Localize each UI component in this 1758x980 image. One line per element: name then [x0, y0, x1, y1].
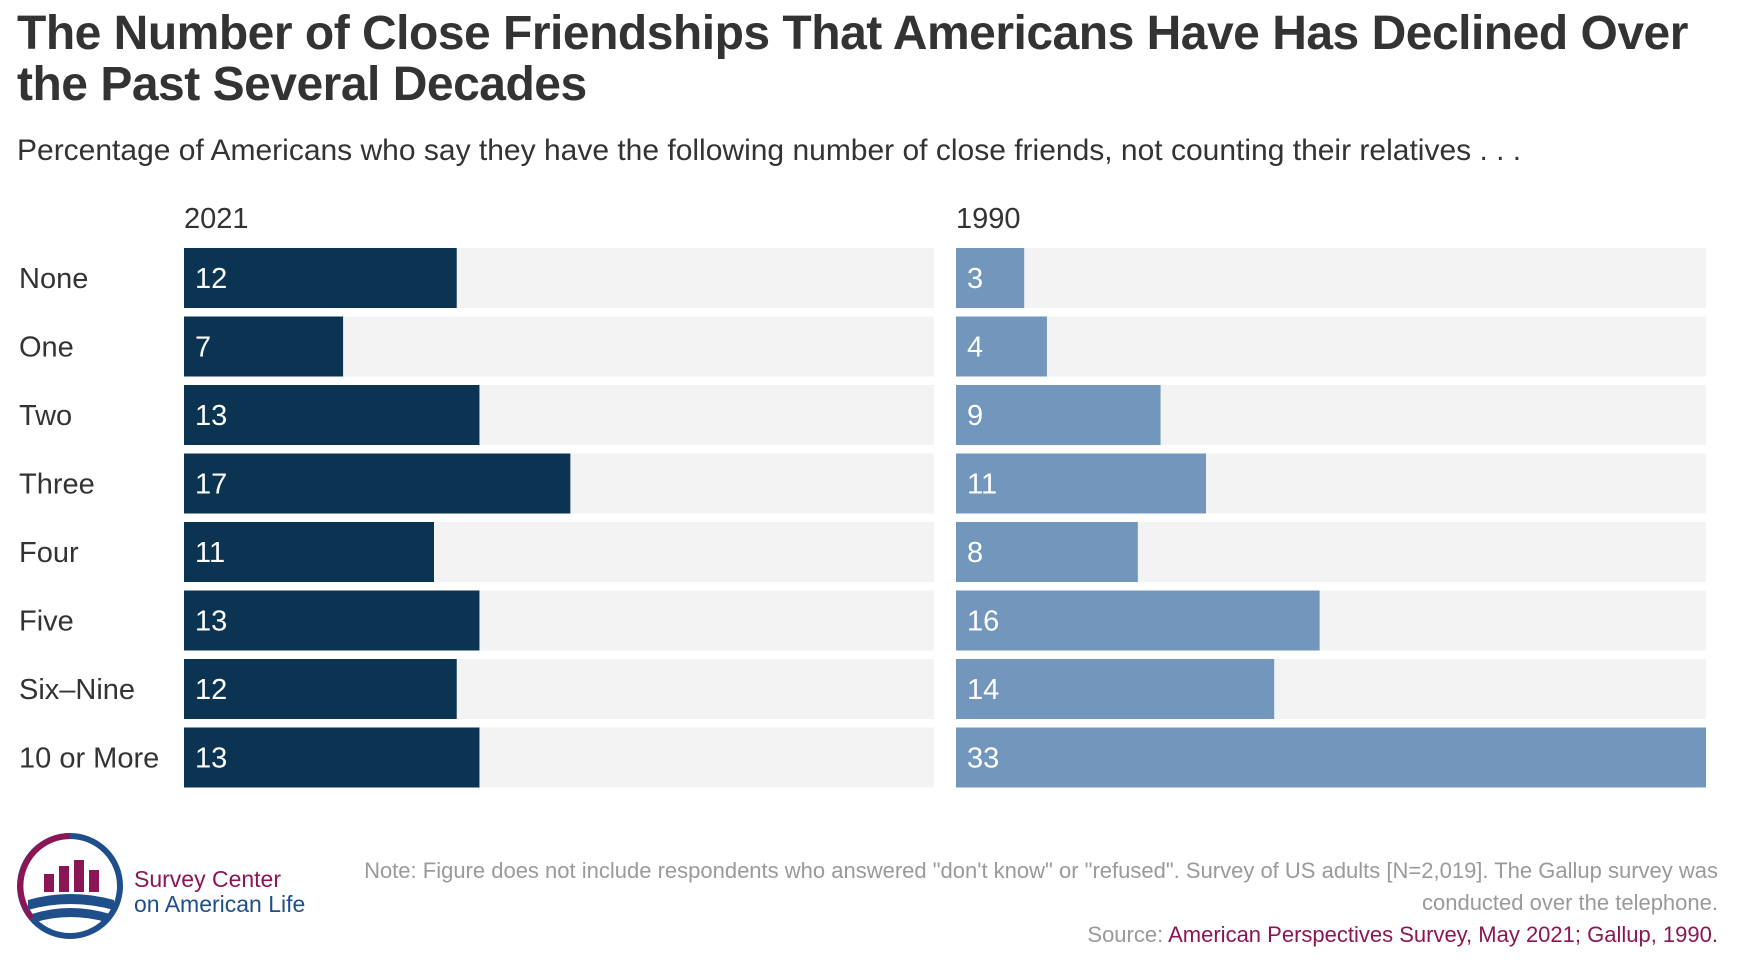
survey-center-logo-icon — [17, 833, 123, 939]
chart-title: The Number of Close Friendships That Ame… — [17, 7, 1688, 111]
logo-wordmark: Survey Center on American Life — [134, 867, 305, 917]
bar-track — [956, 316, 1706, 377]
bar-1990 — [956, 316, 1047, 377]
bar-value-label: 13 — [195, 743, 227, 775]
bar-1990 — [956, 522, 1138, 582]
source-label: Source: — [1087, 922, 1164, 947]
bar-2021 — [184, 385, 480, 445]
bar-value-label: 3 — [967, 263, 983, 295]
source-line: Source: American Perspectives Survey, Ma… — [358, 919, 1718, 951]
category-label: None — [19, 263, 88, 295]
bar-1990 — [956, 727, 1706, 788]
bar-value-label: 4 — [967, 332, 983, 364]
bar-value-label: 8 — [967, 537, 983, 569]
source-link[interactable]: American Perspectives Survey, May 2021; … — [1168, 922, 1718, 947]
footnote: Note: Figure does not include respondent… — [358, 855, 1718, 951]
chart-subtitle: Percentage of Americans who say they hav… — [17, 134, 1522, 167]
panel-header-2021: 2021 — [184, 203, 249, 235]
bar-1990 — [956, 659, 1275, 719]
bar-value-label: 14 — [967, 674, 999, 706]
bar-value-label: 16 — [967, 606, 999, 638]
bar-value-label: 11 — [967, 469, 997, 501]
bar-value-label: 13 — [195, 400, 227, 432]
bar-value-label: 11 — [195, 537, 225, 569]
logo-line2: on American Life — [134, 891, 306, 917]
bar-value-label: 33 — [967, 743, 999, 775]
bar-2021 — [184, 727, 480, 788]
bar-chart: None One Two Three Four Five Six–Nine 10 or Mor… — [19, 203, 1706, 788]
category-label: Two — [19, 400, 72, 432]
bar-2021 — [184, 248, 457, 308]
footer: Survey Center on American Life Note: Fig… — [0, 820, 1758, 950]
bar-1990 — [956, 453, 1206, 514]
bar-1990 — [956, 248, 1025, 308]
bar-value-label: 12 — [195, 263, 227, 295]
bar-value-label: 13 — [195, 606, 227, 638]
logo-line1: Survey Center — [134, 866, 282, 892]
bar-2021 — [184, 522, 434, 582]
bar-2021 — [184, 590, 480, 651]
panel-header-1990: 1990 — [956, 203, 1021, 235]
bar-track — [956, 248, 1706, 308]
category-label: 10 or More — [19, 743, 159, 775]
bar-value-label: 7 — [195, 332, 211, 364]
note-text: Note: Figure does not include respondent… — [364, 858, 1718, 915]
bar-value-label: 17 — [195, 469, 227, 501]
bar-1990 — [956, 590, 1320, 651]
bar-2021 — [184, 659, 457, 719]
bar-2021 — [184, 316, 344, 377]
category-label: Three — [19, 469, 95, 501]
bar-value-label: 9 — [967, 400, 983, 432]
category-label: Six–Nine — [19, 674, 135, 706]
category-label: Five — [19, 606, 74, 638]
bar-1990 — [956, 385, 1161, 445]
bar-value-label: 12 — [195, 674, 227, 706]
bar-2021 — [184, 453, 571, 514]
category-label: Four — [19, 537, 79, 569]
category-label: One — [19, 332, 74, 364]
